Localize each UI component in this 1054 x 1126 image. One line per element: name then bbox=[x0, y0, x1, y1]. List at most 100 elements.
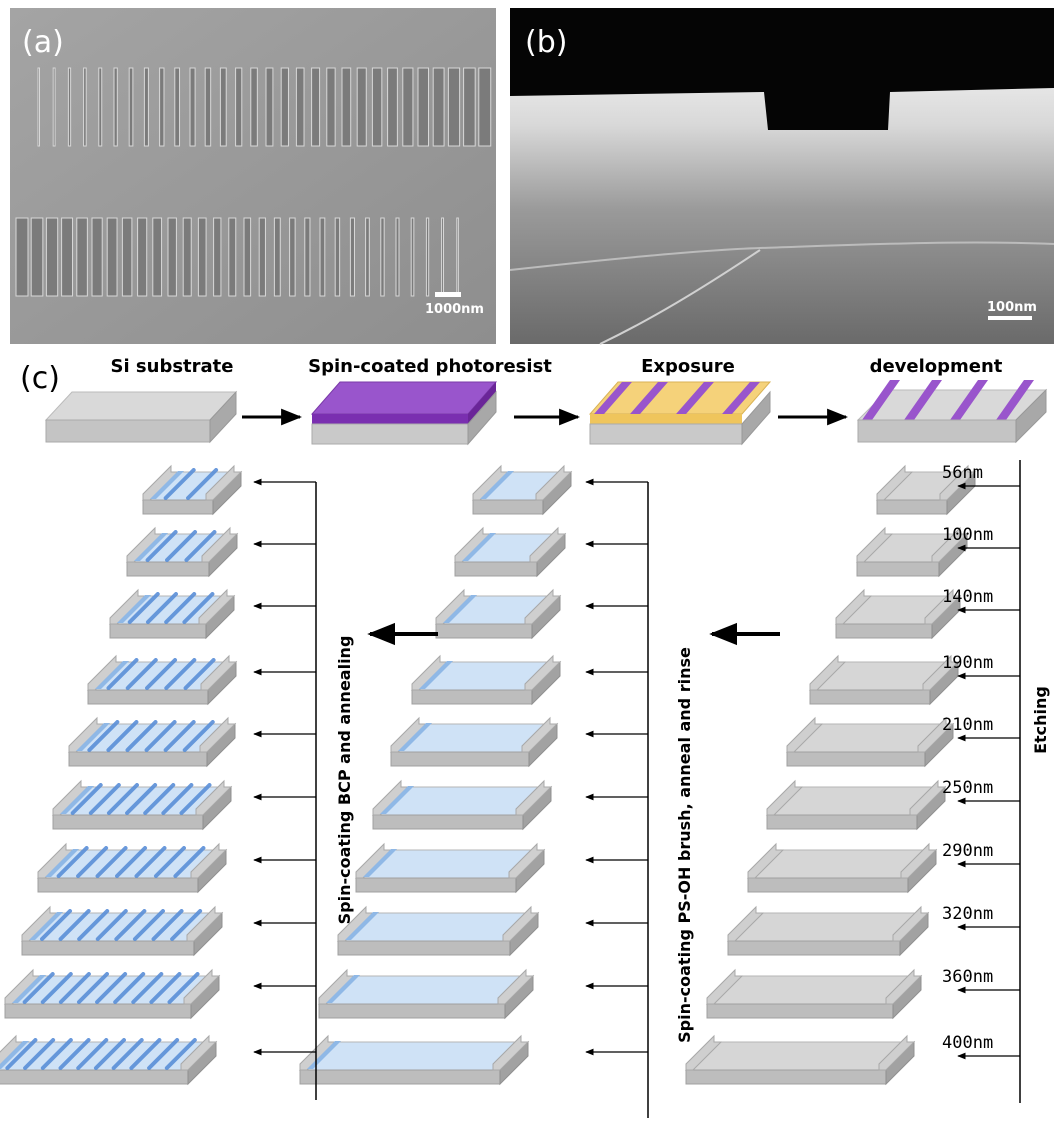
trench-top-27 bbox=[447, 67, 461, 147]
trench-top-12 bbox=[219, 67, 227, 147]
column-etched-trenches bbox=[684, 464, 977, 1086]
etch-depth-6: 290nm bbox=[942, 841, 993, 861]
trench-bottom-15 bbox=[243, 217, 252, 297]
etch-depth-7: 320nm bbox=[942, 904, 993, 924]
trench-bottom-14 bbox=[228, 217, 237, 297]
trench-bottom-6 bbox=[106, 217, 118, 297]
trench-top-5 bbox=[113, 67, 118, 147]
trench-bottom-1 bbox=[30, 217, 44, 297]
step-title-si-substrate: Si substrate bbox=[111, 356, 234, 377]
trench-bottom-13 bbox=[213, 217, 222, 297]
trench-bottom-25 bbox=[395, 217, 400, 297]
trench-top-22 bbox=[371, 67, 383, 147]
etch-depth-2: 140nm bbox=[942, 587, 993, 607]
trench-top-2 bbox=[67, 67, 72, 147]
trench-bottom-4 bbox=[76, 217, 88, 297]
block-photoresist bbox=[310, 381, 498, 446]
etched-trench-3 bbox=[808, 654, 960, 706]
trench-top-0 bbox=[37, 67, 40, 147]
trench-top-28 bbox=[463, 67, 476, 147]
etching-label: Etching bbox=[1031, 686, 1050, 754]
trench-bottom-21 bbox=[334, 217, 341, 297]
brush-trench-5 bbox=[371, 779, 553, 831]
trench-bottom-2 bbox=[45, 217, 59, 297]
trench-top-17 bbox=[295, 67, 305, 147]
trench-bottom-8 bbox=[137, 217, 148, 297]
etch-depth-8: 360nm bbox=[942, 967, 993, 987]
etch-depth-5: 250nm bbox=[942, 778, 993, 798]
bcp-trench-0 bbox=[141, 464, 243, 516]
trench-top-25 bbox=[417, 67, 429, 147]
etched-trench-2 bbox=[834, 588, 962, 640]
trench-top-19 bbox=[326, 67, 336, 147]
bcp-trench-5 bbox=[51, 779, 233, 831]
sem-b-interface-line bbox=[509, 241, 1054, 271]
trench-bottom-10 bbox=[167, 217, 177, 297]
step-title-photoresist: Spin-coated photoresist bbox=[308, 356, 552, 377]
trench-bottom-17 bbox=[273, 217, 281, 297]
etched-trench-1 bbox=[855, 526, 969, 578]
trench-top-11 bbox=[204, 67, 212, 147]
panel-b: (b) 100nm bbox=[509, 8, 1054, 345]
trench-top-20 bbox=[341, 67, 352, 147]
etch-depth-0: 56nm bbox=[942, 463, 983, 483]
brush-trench-4 bbox=[389, 716, 559, 768]
etched-trench-6 bbox=[746, 842, 938, 894]
trench-bottom-26 bbox=[410, 217, 415, 297]
panel-c-label: (c) bbox=[20, 361, 60, 396]
trench-top-18 bbox=[311, 67, 321, 147]
brush-label: Spin-coating PS-OH brush, anneal and rin… bbox=[675, 647, 694, 1043]
trench-bottom-12 bbox=[197, 217, 207, 297]
trench-top-6 bbox=[128, 67, 134, 147]
trench-row-bottom bbox=[15, 217, 459, 297]
block-development bbox=[856, 380, 1048, 444]
bcp-trench-8 bbox=[3, 968, 221, 1020]
bcp-trench-6 bbox=[36, 842, 228, 894]
trench-top-24 bbox=[402, 67, 414, 147]
trench-bottom-20 bbox=[319, 217, 326, 297]
bcp-trench-3 bbox=[86, 654, 238, 706]
etched-trench-0 bbox=[875, 464, 977, 516]
trench-top-7 bbox=[143, 67, 149, 147]
bcp-trench-9 bbox=[0, 1034, 218, 1086]
etched-trench-5 bbox=[765, 779, 947, 831]
trench-bottom-27 bbox=[425, 217, 430, 297]
trench-top-15 bbox=[265, 67, 274, 147]
etch-depth-1: 100nm bbox=[942, 525, 993, 545]
trench-top-3 bbox=[83, 67, 87, 147]
trench-bottom-24 bbox=[380, 217, 385, 297]
trench-bottom-11 bbox=[182, 217, 192, 297]
step-title-exposure: Exposure bbox=[641, 356, 735, 377]
brush-trench-8 bbox=[317, 968, 535, 1020]
trench-bottom-28 bbox=[441, 217, 445, 297]
trench-row-top bbox=[37, 67, 492, 147]
sem-b-dark-top bbox=[510, 8, 1054, 130]
trench-top-9 bbox=[174, 67, 181, 147]
brush-trench-6 bbox=[354, 842, 546, 894]
step-title-development: development bbox=[870, 356, 1003, 377]
trench-bottom-9 bbox=[152, 217, 163, 297]
bcp-trench-2 bbox=[108, 588, 236, 640]
trench-bottom-16 bbox=[258, 217, 266, 297]
panel-a: (a) 1000nm bbox=[10, 8, 496, 344]
trench-top-1 bbox=[52, 67, 56, 147]
etch-depth-labels: 56nm 100nm 140nm 190nm 210nm 250nm 290nm 320nm 3… bbox=[942, 463, 1020, 1060]
scale-bar-a-label: 1000nm bbox=[425, 302, 484, 317]
trench-top-26 bbox=[432, 67, 445, 147]
brush-trench-9 bbox=[298, 1034, 530, 1086]
trench-bottom-7 bbox=[121, 217, 133, 297]
brush-trench-0 bbox=[471, 464, 573, 516]
etched-trench-8 bbox=[705, 968, 923, 1020]
bcp-trench-7 bbox=[20, 905, 224, 957]
column-bcp-annealed-trenches bbox=[0, 464, 316, 1086]
trench-top-29 bbox=[478, 67, 492, 147]
block-exposure bbox=[588, 381, 772, 446]
column-brush-coated-trenches bbox=[298, 464, 648, 1086]
block-si-substrate bbox=[44, 390, 238, 444]
brush-trench-3 bbox=[410, 654, 562, 706]
trench-top-14 bbox=[250, 67, 258, 147]
sem-b-edge-line bbox=[599, 249, 761, 345]
etched-trench-7 bbox=[726, 905, 930, 957]
trench-top-4 bbox=[98, 67, 103, 147]
